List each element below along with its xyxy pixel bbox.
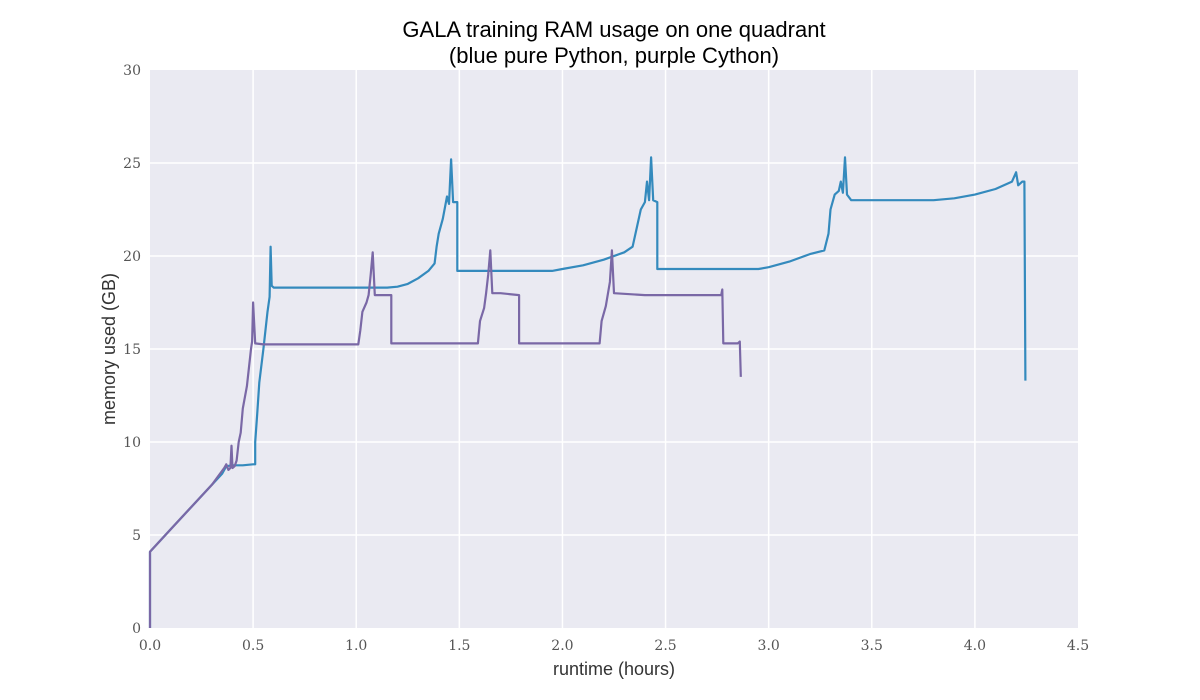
y-tick-label: 10	[123, 435, 141, 451]
x-tick-label: 3.0	[758, 638, 780, 654]
x-axis-label: runtime (hours)	[553, 659, 675, 679]
x-tick-label: 4.5	[1067, 638, 1089, 654]
y-tick-label: 25	[123, 156, 141, 172]
x-axis-ticks: 0.0 0.5 1.0 1.5 2.0 2.5 3.0 3.5 4.0 4.5	[139, 638, 1089, 654]
y-tick-label: 5	[132, 528, 141, 544]
y-tick-label: 0	[132, 621, 141, 637]
y-axis-label: memory used (GB)	[99, 273, 119, 425]
series-line-blue	[148, 156, 1027, 628]
y-tick-label: 15	[123, 342, 141, 358]
chart-title: GALA training RAM usage on one quadrant	[402, 17, 825, 42]
chart-subtitle: (blue pure Python, purple Cython)	[449, 43, 779, 68]
x-tick-label: 2.5	[654, 638, 676, 654]
x-tick-label: 3.5	[861, 638, 883, 654]
x-tick-label: 4.0	[964, 638, 986, 654]
x-tick-label: 2.0	[551, 638, 573, 654]
series-line-purple	[148, 249, 742, 628]
series-layer	[148, 156, 1027, 628]
y-axis-ticks: 0 5 10 15 20 25 30	[123, 63, 141, 637]
x-tick-label: 0.0	[139, 638, 161, 654]
x-tick-label: 0.5	[242, 638, 264, 654]
y-tick-label: 30	[123, 63, 141, 79]
x-tick-label: 1.0	[345, 638, 367, 654]
grid-lines	[150, 70, 1078, 628]
y-tick-label: 20	[123, 249, 141, 265]
x-tick-label: 1.5	[448, 638, 470, 654]
